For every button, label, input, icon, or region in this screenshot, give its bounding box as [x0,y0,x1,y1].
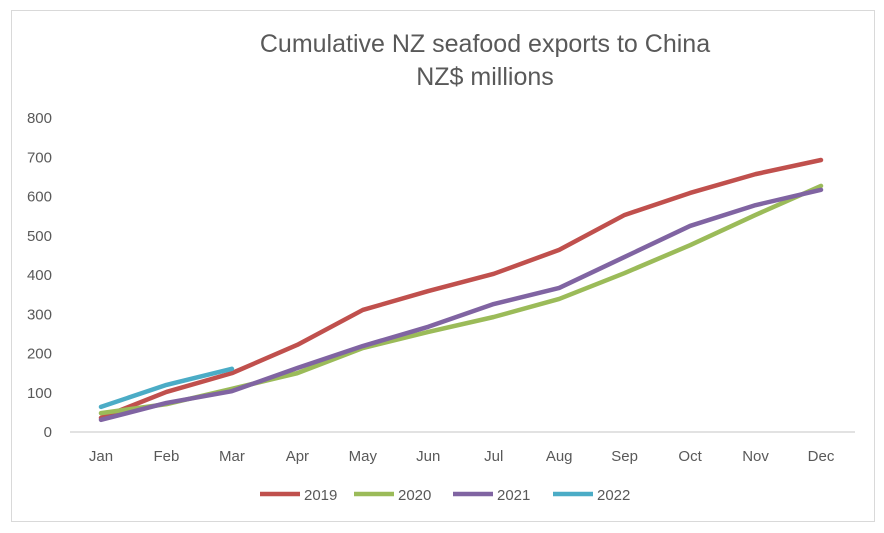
chart-title: Cumulative NZ seafood exports to China [260,30,710,58]
y-tick-label: 300 [27,306,52,323]
legend-item-2021: 2021 [453,487,530,504]
x-tick-label: Feb [154,448,180,465]
y-tick-label: 400 [27,267,52,284]
x-tick-label: Sep [611,448,638,465]
x-tick-label: Nov [742,448,769,465]
y-tick-label: 800 [27,110,52,127]
y-tick-label: 100 [27,385,52,402]
x-tick-label: Apr [286,448,309,465]
series-line-2022 [98,366,235,410]
y-tick-label: 0 [44,424,52,441]
y-tick-label: 700 [27,149,52,166]
series-line-2021 [98,187,824,423]
y-tick-label: 500 [27,228,52,245]
legend-label: 2022 [597,487,630,504]
x-tick-label: Jan [89,448,113,465]
legend-label: 2020 [398,487,431,504]
x-tick-label: Aug [546,448,573,465]
x-tick-label: May [349,448,378,465]
x-tick-label: Jul [484,448,503,465]
legend-item-2022: 2022 [553,487,630,504]
x-tick-label: Oct [678,448,702,465]
x-tick-label: Jun [416,448,440,465]
chart-frame [11,10,875,522]
y-tick-label: 200 [27,346,52,363]
legend-item-2019: 2019 [260,487,337,504]
y-tick-label: 600 [27,189,52,206]
series-line-2019 [98,157,824,421]
legend-item-2020: 2020 [354,487,431,504]
legend-label: 2021 [497,487,530,504]
x-tick-label: Mar [219,448,245,465]
chart-subtitle: NZ$ millions [416,63,554,91]
x-tick-label: Dec [808,448,835,465]
legend-label: 2019 [304,487,337,504]
